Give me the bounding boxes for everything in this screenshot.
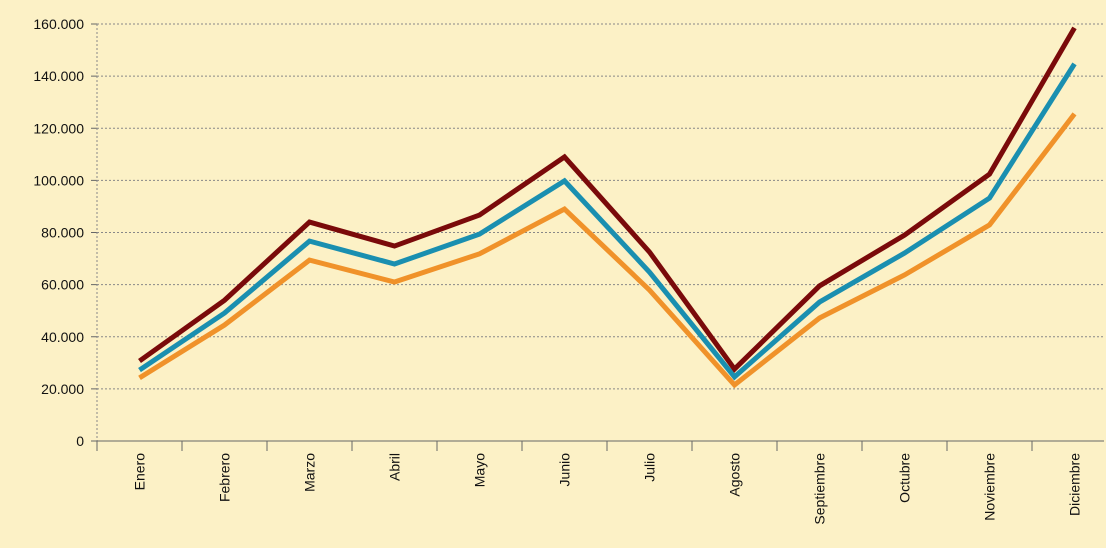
x-tick-label: Noviembre xyxy=(982,453,998,521)
x-tick-label: Septiembre xyxy=(812,453,828,525)
y-tick-label: 160.000 xyxy=(33,16,84,32)
x-tick-label: Febrero xyxy=(217,453,233,502)
x-tick-label: Octubre xyxy=(897,453,913,503)
x-tick-label: Mayo xyxy=(472,453,488,487)
x-tick-label: Julio xyxy=(642,453,658,482)
x-tick-label: Agosto xyxy=(727,453,743,497)
y-tick-label: 0 xyxy=(76,433,84,449)
y-tick-label: 40.000 xyxy=(41,329,84,345)
x-tick-label: Junio xyxy=(557,453,573,487)
x-tick-label: Enero xyxy=(132,453,148,491)
x-tick-label: Abril xyxy=(387,453,403,481)
x-tick-label: Marzo xyxy=(302,453,318,492)
series-line xyxy=(138,112,1077,389)
series-line xyxy=(138,62,1077,381)
y-tick-label: 60.000 xyxy=(41,277,84,293)
series-line xyxy=(138,26,1077,373)
y-tick-label: 120.000 xyxy=(33,120,84,136)
x-tick-label: Diciembre xyxy=(1067,453,1083,516)
y-tick-label: 140.000 xyxy=(33,68,84,84)
y-tick-label: 80.000 xyxy=(41,225,84,241)
y-tick-label: 100.000 xyxy=(33,172,84,188)
y-tick-label: 20.000 xyxy=(41,381,84,397)
